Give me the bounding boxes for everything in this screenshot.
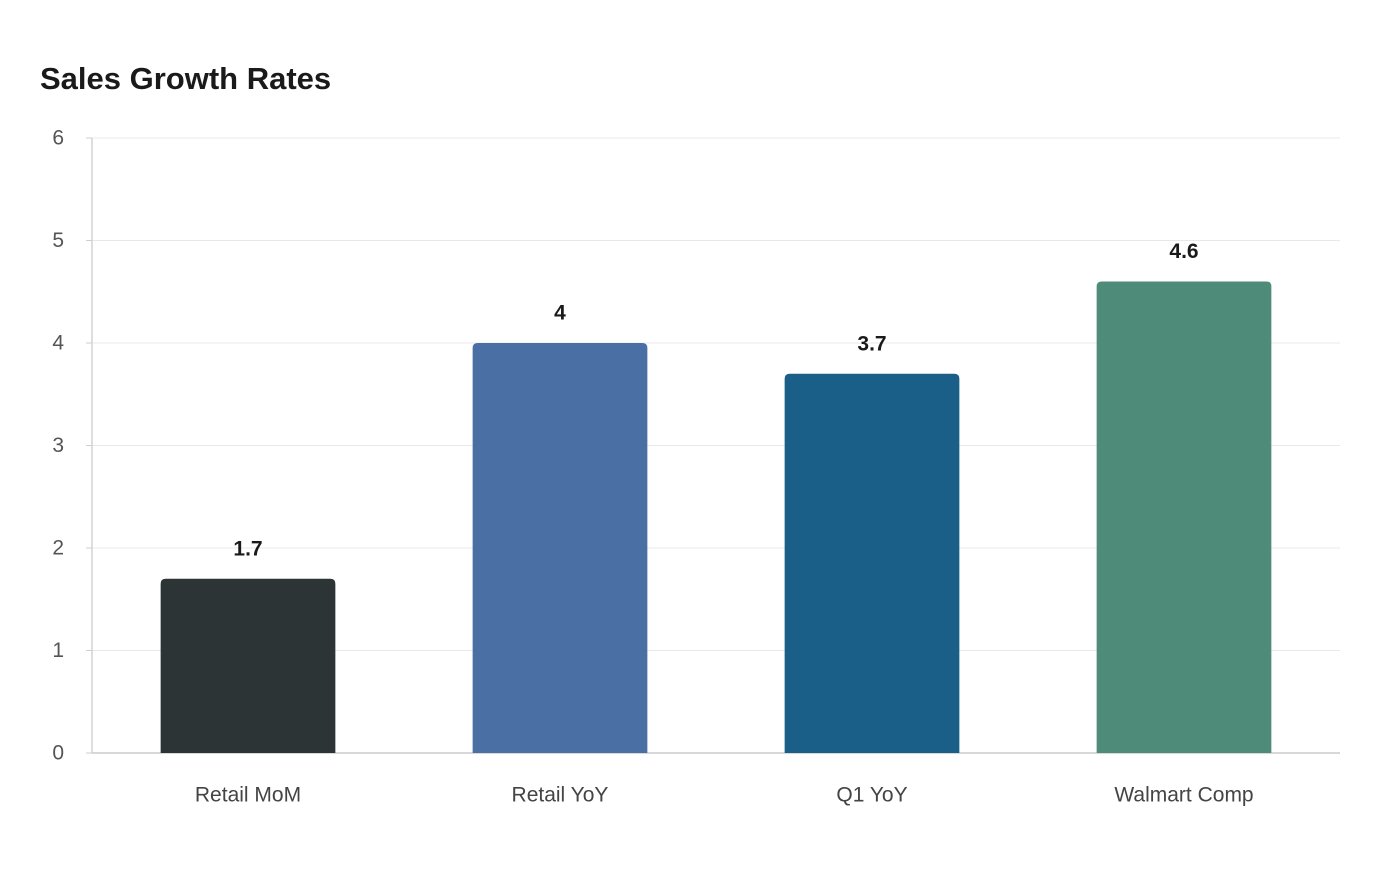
- bar-value-label: 3.7: [857, 332, 886, 355]
- bar-q1-yoy: [784, 373, 960, 753]
- x-category-label: Retail MoM: [195, 784, 301, 807]
- bar-value-label: 1.7: [233, 537, 262, 560]
- y-tick-label: 4: [52, 332, 64, 355]
- y-tick-label: 5: [52, 229, 64, 252]
- bar-value-label: 4.6: [1169, 240, 1198, 263]
- bars: [160, 281, 1272, 753]
- x-axis-labels: Retail MoM Retail YoY Q1 YoY Walmart Comp: [195, 784, 1254, 807]
- y-tick-label: 1: [52, 639, 64, 662]
- bar-retail-yoy: [472, 343, 648, 753]
- value-labels: 1.7 4 3.7 4.6: [233, 240, 1198, 560]
- bar-retail-mom: [160, 578, 336, 753]
- chart-title: Sales Growth Rates: [40, 61, 332, 96]
- y-tick-label: 2: [52, 537, 64, 560]
- bar-walmart-comp: [1096, 281, 1272, 753]
- x-category-label: Walmart Comp: [1114, 784, 1253, 807]
- x-category-label: Q1 YoY: [836, 784, 907, 807]
- bar-value-label: 4: [554, 302, 566, 325]
- y-tick-label: 0: [52, 742, 64, 765]
- x-category-label: Retail YoY: [512, 784, 609, 807]
- y-axis-ticks: 0 1 2 3 4 5 6: [52, 127, 92, 765]
- y-tick-label: 3: [52, 434, 64, 457]
- y-tick-label: 6: [52, 127, 64, 150]
